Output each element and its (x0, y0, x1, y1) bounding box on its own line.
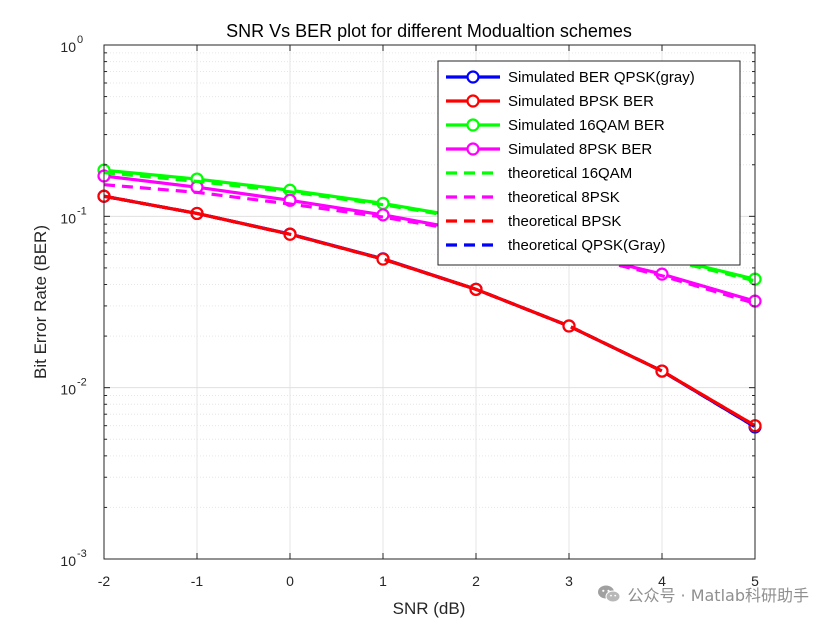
data-point (376, 208, 390, 222)
legend-label: Simulated BER QPSK(gray) (508, 69, 695, 86)
x-tick-label: 1 (379, 573, 387, 589)
data-point (655, 364, 669, 378)
y-tick-exponent: 0 (77, 34, 83, 46)
x-tick-label: 2 (472, 573, 480, 589)
legend-label: theoretical 8PSK (508, 189, 620, 206)
x-tick-label: 0 (286, 573, 294, 589)
legend-label: Simulated 16QAM BER (508, 117, 665, 134)
axes-box (103, 44, 756, 560)
legend-label: theoretical QPSK(Gray) (508, 237, 666, 254)
legend-label: Simulated BPSK BER (508, 93, 654, 110)
legend-label: theoretical 16QAM (508, 165, 632, 182)
series-line-theoretical-bpsk (103, 194, 756, 428)
series-line-theoretical-8psk (103, 183, 756, 306)
legend-box (437, 60, 741, 266)
x-tick-label: 3 (565, 573, 573, 589)
y-tick-exponent: -1 (77, 205, 87, 217)
x-tick-label: 5 (751, 573, 759, 589)
chart-title: SNR Vs BER plot for different Modualtion… (226, 21, 632, 41)
legend-marker (466, 70, 480, 84)
x-axis-label: SNR (dB) (393, 599, 466, 618)
y-axis-label: Bit Error Rate (BER) (31, 225, 50, 379)
y-tick-label: 10 (60, 210, 76, 226)
y-tick-label: 10 (60, 382, 76, 398)
legend: Simulated BER QPSK(gray) Simulated BPSK B… (437, 60, 741, 266)
series-group (97, 163, 762, 434)
data-point (562, 319, 576, 333)
watermark-text: 公众号 · Matlab科研助手 (627, 586, 809, 605)
legend-label: Simulated 8PSK BER (508, 141, 652, 158)
y-tick-exponent: -2 (77, 377, 87, 389)
y-tick-label: 10 (60, 39, 76, 55)
y-tick-label: 10 (60, 553, 76, 569)
x-tick-label: 4 (658, 573, 666, 589)
x-tick-label: -2 (98, 573, 111, 589)
watermark: 公众号 · Matlab科研助手 (597, 582, 809, 606)
legend-label: theoretical BPSK (508, 213, 621, 230)
legend-marker (466, 142, 480, 156)
legend-marker (466, 94, 480, 108)
x-tick-label: -1 (191, 573, 204, 589)
legend-marker (466, 118, 480, 132)
wechat-icon (598, 585, 621, 603)
y-tick-exponent: -3 (77, 548, 87, 560)
